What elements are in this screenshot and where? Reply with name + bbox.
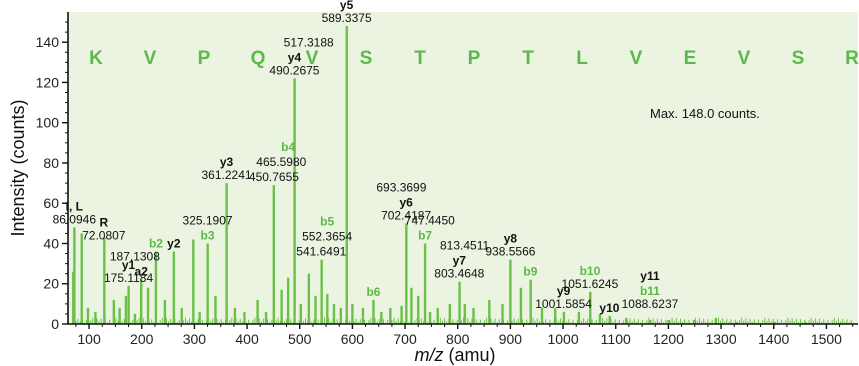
sequence-residue: Q (251, 48, 266, 69)
sequence-residue: L (576, 48, 588, 69)
ion-label: y8 (504, 232, 518, 246)
peak-mz-label: 450.7655 (249, 170, 299, 184)
peak-mz-label: 361.2241 (201, 168, 251, 182)
x-tick-label: 1500 (811, 331, 842, 347)
peak-mz-label: 1088.6237 (622, 297, 679, 311)
peak-mz-label: 1001.5854 (535, 297, 592, 311)
peak-mz-label: 702.4187 (381, 208, 431, 222)
y-tick-label: 40 (43, 235, 59, 251)
peak-mz-label: 589.3375 (322, 11, 372, 25)
x-tick-label: 1100 (601, 331, 631, 347)
y-tick-label: 120 (36, 74, 60, 90)
ion-label: b7 (418, 228, 432, 242)
y-tick-label: 60 (43, 195, 59, 211)
x-axis-ticks: 100 200 300 400 500 600 700 800 900 1000 1100 1200 1… (75, 324, 854, 347)
ion-label: b5 (320, 215, 334, 229)
sequence-residue: V (630, 48, 643, 69)
x-tick-label: 100 (77, 331, 101, 347)
sequence-residue: T (414, 48, 426, 69)
sequence-residue: S (360, 48, 373, 69)
peak-mz-label: 1051.6245 (562, 277, 619, 291)
ion-label: b9 (523, 265, 537, 279)
x-tick-label: 700 (393, 331, 417, 347)
ion-label: y4 (288, 50, 302, 64)
x-tick-label: 1400 (758, 331, 789, 347)
ion-label: y11 (640, 269, 660, 283)
sequence-residue: E (684, 48, 697, 69)
x-axis-title: m/z (amu) (414, 345, 495, 365)
x-axis-title-unit: (amu) (443, 345, 495, 365)
ion-label: y7 (453, 254, 467, 268)
x-axis-title-mz: m/z (414, 345, 443, 365)
peak-mz-label: 693.3699 (376, 180, 426, 194)
y-tick-label: 80 (43, 155, 59, 171)
x-tick-label: 200 (130, 331, 154, 347)
sequence-residue: K (89, 48, 103, 69)
ion-label: y1 (122, 258, 136, 272)
peak-mz-label: 465.5980 (256, 155, 306, 169)
sequence-residue: P (198, 48, 211, 69)
peak-mz-label: 541.6491 (296, 245, 346, 259)
sequence-residue: R (845, 48, 859, 69)
peak-mz-label: 517.3188 (284, 35, 334, 49)
x-tick-label: 300 (183, 331, 207, 347)
y-tick-label: 20 (43, 276, 59, 292)
ion-label: b10 (580, 264, 601, 278)
sequence-residue: S (792, 48, 805, 69)
peak-mz-label: 490.2675 (269, 63, 319, 77)
y-tick-label: 0 (51, 316, 59, 332)
plot-background (68, 12, 858, 324)
peak-mz-label: 747.4450 (405, 213, 455, 227)
y-axis-title: Intensity (counts) (8, 99, 28, 236)
peak-mz-label: 175.1184 (104, 271, 153, 285)
ion-label: I, L (66, 199, 83, 213)
ion-label: a2 (135, 265, 149, 279)
peak-mz-label: 187.1308 (110, 250, 160, 264)
max-counts-annotation: Max. 148.0 counts. (650, 106, 760, 121)
sequence-residue: T (522, 48, 534, 69)
y-axis-ticks: 0 20 40 60 80 100 120 140 (36, 21, 68, 332)
ion-label: b4 (281, 140, 295, 154)
x-tick-label: 500 (288, 331, 312, 347)
peak-mz-label: 938.5566 (485, 245, 535, 259)
ion-label: y2 (167, 237, 181, 251)
sequence-residue: V (306, 48, 319, 69)
ion-label: y3 (220, 155, 234, 169)
ion-label: y6 (399, 195, 413, 209)
x-tick-label: 600 (341, 331, 365, 347)
sequence-residue: P (468, 48, 481, 69)
ion-label: y9 (557, 284, 571, 298)
peak-mz-label: 552.3654 (302, 230, 352, 244)
ion-label: b3 (201, 228, 215, 242)
ion-label: b11 (640, 284, 660, 298)
y-tick-label: 100 (36, 115, 60, 131)
peak-mz-label: 86.0946 (53, 212, 97, 226)
x-tick-label: 1200 (653, 331, 684, 347)
peak-mz-label: 813.4511 (440, 239, 489, 253)
ion-label: y10 (599, 301, 619, 315)
ion-label: b6 (366, 285, 380, 299)
sequence-residue: V (144, 48, 157, 69)
ion-label: y5 (340, 0, 354, 12)
ion-label: R (99, 215, 108, 229)
x-tick-label: 800 (446, 331, 470, 347)
peak-mz-label: 72.0807 (82, 228, 126, 242)
x-tick-label: 900 (499, 331, 523, 347)
x-tick-label: 1300 (705, 331, 736, 347)
x-tick-label: 1000 (547, 331, 578, 347)
sequence-residue: V (738, 48, 751, 69)
x-tick-label: 400 (235, 331, 259, 347)
y-tick-label: 140 (36, 34, 60, 50)
ion-label: b2 (149, 237, 163, 251)
peak-mz-label: 325.1907 (183, 213, 233, 227)
peak-mz-label: 803.4648 (434, 267, 484, 281)
